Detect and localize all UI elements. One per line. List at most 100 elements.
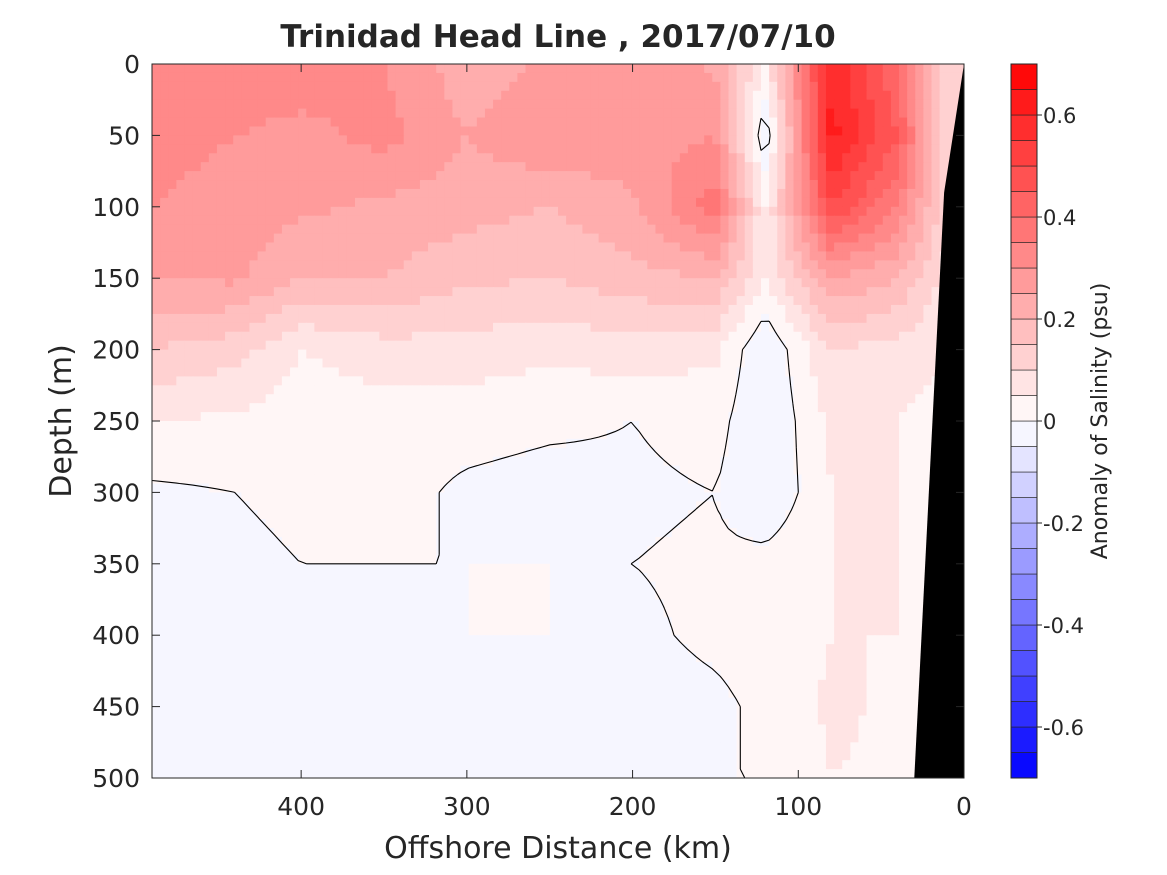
salinity-cell bbox=[152, 429, 161, 440]
salinity-cell bbox=[184, 394, 194, 404]
salinity-cell bbox=[817, 90, 827, 101]
salinity-cell bbox=[574, 429, 583, 440]
salinity-cell bbox=[679, 456, 689, 467]
salinity-cell bbox=[704, 72, 713, 83]
salinity-cell bbox=[298, 287, 307, 297]
salinity-cell bbox=[793, 394, 803, 404]
salinity-cell bbox=[614, 242, 624, 253]
salinity-cell bbox=[419, 376, 429, 386]
salinity-cell bbox=[712, 340, 721, 351]
salinity-cell bbox=[736, 447, 746, 458]
salinity-cell bbox=[184, 180, 194, 190]
salinity-cell bbox=[744, 358, 754, 369]
salinity-cell bbox=[890, 153, 900, 163]
salinity-cell bbox=[817, 358, 827, 369]
salinity-cell bbox=[216, 99, 226, 110]
salinity-cell bbox=[436, 99, 445, 110]
salinity-cell bbox=[379, 465, 389, 476]
salinity-cell bbox=[428, 269, 437, 279]
salinity-cell bbox=[419, 296, 429, 306]
salinity-cell bbox=[663, 331, 673, 342]
salinity-cell bbox=[866, 358, 876, 369]
salinity-cell bbox=[281, 492, 291, 502]
salinity-cell bbox=[622, 358, 632, 369]
salinity-cell bbox=[290, 331, 299, 342]
salinity-cell bbox=[890, 233, 900, 244]
salinity-cell bbox=[281, 72, 291, 83]
salinity-cell bbox=[460, 242, 470, 253]
salinity-cell bbox=[809, 322, 819, 333]
salinity-cell bbox=[160, 340, 169, 351]
salinity-cell bbox=[606, 296, 616, 306]
salinity-cell bbox=[744, 385, 754, 395]
salinity-cell bbox=[752, 492, 762, 502]
salinity-cell bbox=[152, 251, 161, 261]
salinity-cell bbox=[493, 367, 502, 377]
salinity-cell bbox=[687, 412, 697, 422]
salinity-cell bbox=[890, 403, 900, 413]
salinity-cell bbox=[192, 251, 202, 261]
salinity-cell bbox=[509, 126, 518, 136]
salinity-cell bbox=[533, 474, 543, 485]
salinity-cell bbox=[208, 90, 218, 101]
salinity-cell bbox=[541, 456, 551, 467]
salinity-cell bbox=[249, 501, 259, 511]
salinity-cell bbox=[931, 126, 941, 136]
salinity-cell bbox=[411, 215, 421, 226]
salinity-cell bbox=[817, 278, 827, 288]
salinity-cell bbox=[907, 501, 916, 511]
salinity-cell bbox=[809, 358, 819, 369]
salinity-cell bbox=[907, 278, 916, 288]
salinity-cell bbox=[696, 251, 705, 261]
salinity-cell bbox=[444, 251, 454, 261]
salinity-cell bbox=[468, 72, 478, 83]
salinity-cell bbox=[281, 287, 291, 297]
salinity-cell bbox=[728, 394, 738, 404]
salinity-cell bbox=[834, 117, 843, 128]
salinity-cell bbox=[290, 483, 299, 493]
salinity-cell bbox=[899, 340, 908, 351]
salinity-cell bbox=[622, 296, 632, 306]
salinity-cell bbox=[687, 278, 697, 288]
salinity-cell bbox=[387, 465, 397, 476]
salinity-cell bbox=[671, 144, 681, 154]
salinity-cell bbox=[525, 224, 535, 235]
salinity-cell bbox=[168, 331, 177, 342]
salinity-cell bbox=[233, 447, 242, 458]
salinity-cell bbox=[533, 242, 543, 253]
salinity-cell bbox=[476, 394, 486, 404]
salinity-cell bbox=[842, 349, 851, 360]
salinity-cell bbox=[484, 117, 494, 128]
salinity-cell bbox=[371, 403, 380, 413]
salinity-cell bbox=[387, 180, 397, 190]
salinity-cell bbox=[558, 483, 567, 493]
salinity-cell bbox=[720, 162, 730, 172]
salinity-cell bbox=[614, 180, 624, 190]
salinity-cell bbox=[622, 188, 632, 199]
salinity-cell bbox=[249, 394, 259, 404]
salinity-cell bbox=[460, 385, 470, 395]
salinity-cell bbox=[160, 438, 169, 449]
salinity-cell bbox=[882, 126, 892, 136]
salinity-cell bbox=[338, 260, 348, 270]
salinity-cell bbox=[525, 144, 535, 154]
salinity-cell bbox=[265, 108, 275, 119]
salinity-cell bbox=[387, 90, 397, 101]
salinity-cell bbox=[306, 403, 315, 413]
salinity-cell bbox=[809, 412, 819, 422]
salinity-cell bbox=[403, 144, 413, 154]
salinity-cell bbox=[801, 117, 811, 128]
salinity-cell bbox=[225, 340, 234, 351]
salinity-cell bbox=[696, 331, 705, 342]
salinity-cell bbox=[281, 206, 291, 217]
salinity-cell bbox=[273, 358, 283, 369]
salinity-cell bbox=[306, 385, 315, 395]
salinity-cell bbox=[679, 349, 689, 360]
salinity-cell bbox=[752, 99, 762, 110]
salinity-cell bbox=[411, 99, 421, 110]
salinity-cell bbox=[484, 224, 494, 235]
salinity-cell bbox=[582, 224, 592, 235]
salinity-cell bbox=[484, 144, 494, 154]
salinity-cell bbox=[257, 171, 267, 181]
salinity-cell bbox=[346, 153, 356, 163]
